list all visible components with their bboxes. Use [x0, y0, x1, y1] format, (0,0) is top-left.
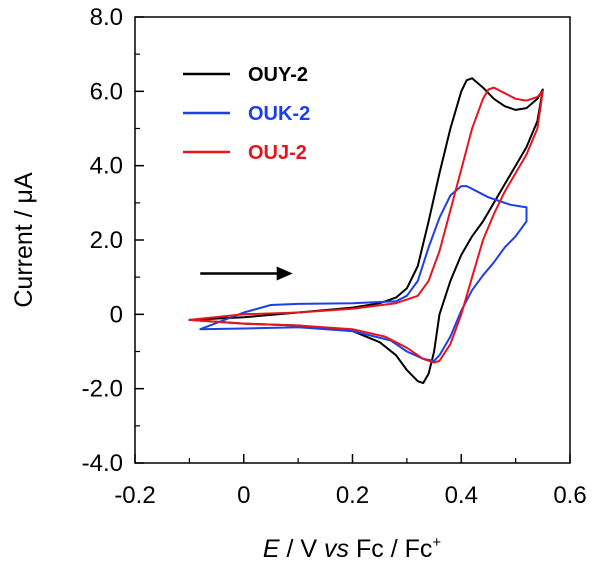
x-axis-title-unit: / V	[280, 535, 324, 563]
x-tick-label: 0	[237, 482, 250, 509]
y-axis-title: Current / μA	[10, 172, 38, 308]
series-line-ouy-2	[188, 77, 544, 385]
legend: OUY-2 OUK-2 OUJ-2	[183, 64, 310, 164]
annotations	[200, 266, 293, 281]
axis-ticks: -0.2 0 0.2 0.4 0.6 -4.0 -2.0 0 2.0 4.0 6.0 8.0	[82, 4, 587, 509]
y-tick-label: -2.0	[82, 376, 123, 403]
series-line-ouj-2	[188, 86, 544, 364]
y-tick-label: 8.0	[90, 4, 123, 31]
legend-label: OUY-2	[248, 64, 308, 86]
x-tick-label: 0.2	[336, 482, 369, 509]
y-tick-label: 2.0	[90, 227, 123, 254]
x-tick-label: -0.2	[114, 482, 155, 509]
x-axis-title: E / V vs Fc / Fc+	[263, 534, 441, 563]
series-layer	[188, 77, 544, 385]
legend-label: OUK-2	[248, 103, 310, 125]
x-axis-title-vs: vs	[324, 535, 349, 563]
y-tick-label: -4.0	[82, 450, 123, 477]
x-axis-title-symbol: E	[263, 535, 280, 563]
legend-label: OUJ-2	[248, 142, 307, 164]
y-tick-label: 6.0	[90, 78, 123, 105]
y-tick-label: 0	[110, 301, 123, 328]
scan-direction-arrow-head	[276, 266, 293, 281]
x-axis-title-rest: Fc / Fc	[349, 535, 432, 563]
plot-frame	[134, 16, 571, 464]
x-tick-label: 0.6	[553, 482, 586, 509]
x-tick-label: 0.4	[445, 482, 478, 509]
y-tick-label: 4.0	[90, 153, 123, 180]
x-axis-title-superscript: +	[432, 534, 441, 551]
